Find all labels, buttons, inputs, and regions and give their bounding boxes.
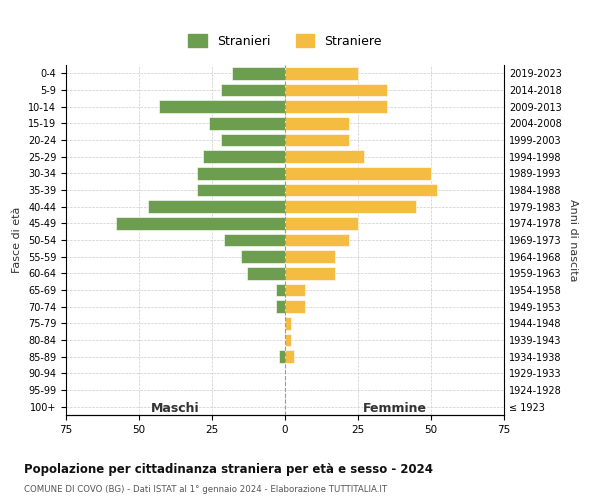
Bar bbox=[285, 350, 294, 363]
Bar bbox=[285, 67, 358, 80]
Bar bbox=[285, 167, 431, 179]
Text: COMUNE DI COVO (BG) - Dati ISTAT al 1° gennaio 2024 - Elaborazione TUTTITALIA.IT: COMUNE DI COVO (BG) - Dati ISTAT al 1° g… bbox=[24, 485, 387, 494]
Bar bbox=[197, 167, 285, 179]
Bar bbox=[285, 234, 349, 246]
Y-axis label: Anni di nascita: Anni di nascita bbox=[568, 198, 578, 281]
Text: Maschi: Maschi bbox=[151, 402, 200, 415]
Text: Femmine: Femmine bbox=[362, 402, 427, 415]
Bar bbox=[285, 100, 387, 113]
Bar bbox=[285, 334, 291, 346]
Bar bbox=[285, 267, 335, 280]
Bar bbox=[203, 150, 285, 163]
Bar bbox=[221, 134, 285, 146]
Bar bbox=[197, 184, 285, 196]
Bar bbox=[285, 317, 291, 330]
Bar bbox=[221, 84, 285, 96]
Bar bbox=[285, 134, 349, 146]
Bar bbox=[285, 300, 305, 313]
Legend: Stranieri, Straniere: Stranieri, Straniere bbox=[183, 29, 387, 53]
Bar bbox=[285, 84, 387, 96]
Bar bbox=[116, 217, 285, 230]
Bar bbox=[232, 67, 285, 80]
Bar bbox=[209, 117, 285, 130]
Bar bbox=[285, 184, 437, 196]
Bar bbox=[148, 200, 285, 213]
Bar bbox=[241, 250, 285, 263]
Bar bbox=[285, 250, 335, 263]
Bar bbox=[285, 284, 305, 296]
Bar bbox=[160, 100, 285, 113]
Bar bbox=[276, 300, 285, 313]
Bar bbox=[285, 217, 358, 230]
Y-axis label: Fasce di età: Fasce di età bbox=[13, 207, 22, 273]
Bar bbox=[276, 284, 285, 296]
Text: Popolazione per cittadinanza straniera per età e sesso - 2024: Popolazione per cittadinanza straniera p… bbox=[24, 462, 433, 475]
Bar bbox=[285, 117, 349, 130]
Bar bbox=[279, 350, 285, 363]
Bar bbox=[224, 234, 285, 246]
Bar bbox=[247, 267, 285, 280]
Bar bbox=[285, 200, 416, 213]
Bar bbox=[285, 150, 364, 163]
